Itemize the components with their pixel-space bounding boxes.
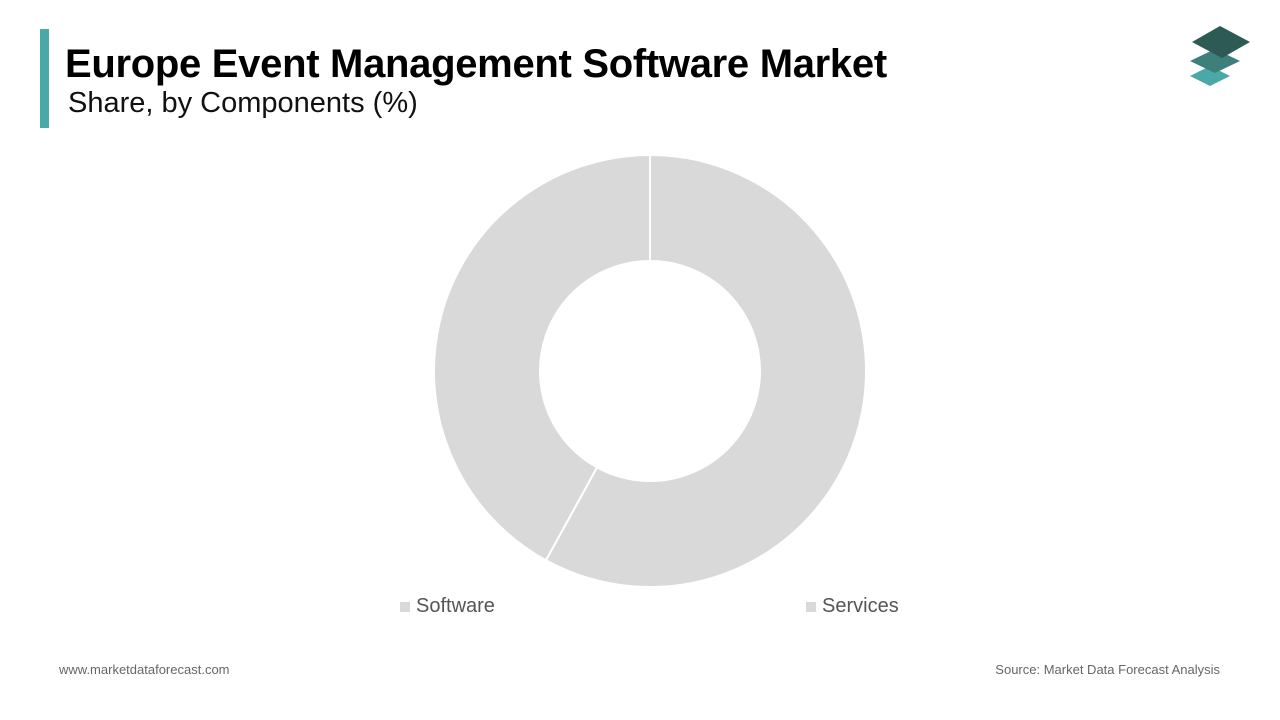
legend-swatch-services (806, 601, 816, 612)
legend-item-software: Software (400, 595, 495, 618)
stacked-layers-logo-icon (1190, 26, 1250, 86)
legend-swatch-software (400, 601, 410, 612)
footer-website: www.marketdataforecast.com (59, 662, 230, 677)
legend-item-services: Services (806, 595, 899, 618)
legend-label-services: Services (822, 595, 899, 617)
title-accent-bar (40, 29, 49, 128)
footer-source: Source: Market Data Forecast Analysis (995, 662, 1220, 677)
page-title: Europe Event Management Software Market (65, 42, 887, 86)
legend-label-software: Software (416, 595, 495, 617)
donut-slice-services (544, 153, 867, 588)
page-subtitle: Share, by Components (%) (68, 87, 418, 119)
donut-slice-software (433, 153, 651, 562)
